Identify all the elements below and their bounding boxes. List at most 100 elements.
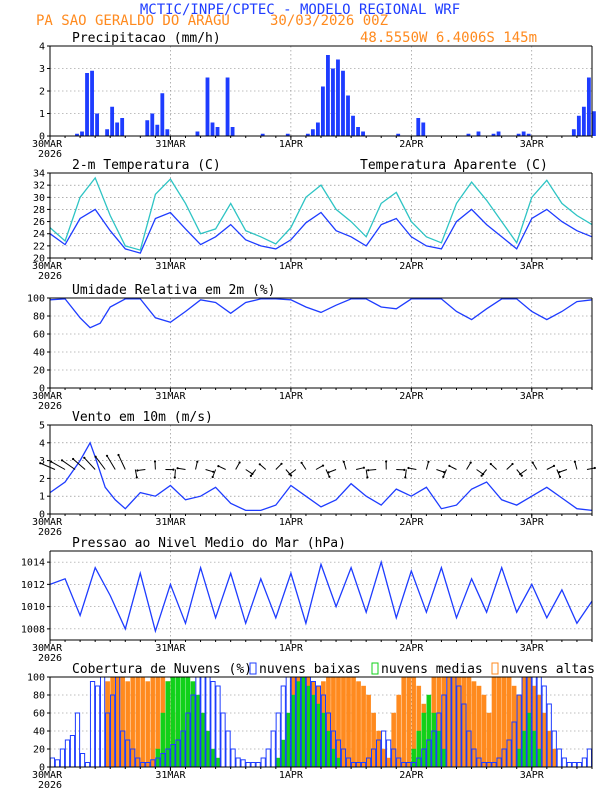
cloud-bar-nuvens-medias [200, 712, 206, 768]
cloud-bar-nuvens-altas [376, 730, 381, 768]
precip-bar [195, 131, 200, 136]
cloud-bar-nuvens-medias [526, 712, 532, 768]
wind-arrow [315, 465, 324, 470]
cloud-bar-nuvens-medias [336, 757, 341, 768]
cloud-bar-nuvens-altas [501, 676, 507, 768]
cloud-bar-nuvens-baixas [255, 762, 261, 768]
cloud-bar-nuvens-altas [145, 681, 151, 768]
x-tick-label: 1APR [279, 643, 304, 654]
cloud-bar-nuvens-altas [366, 694, 371, 768]
precip-bar [165, 129, 170, 136]
cloud-bar-nuvens-medias [180, 676, 186, 768]
wind-arrow [449, 465, 457, 470]
cloud-bar-nuvens-medias [416, 730, 422, 768]
wind-arrow [177, 467, 186, 470]
cloud-bar-nuvens-baixas [99, 676, 106, 768]
legend-swatch [371, 662, 379, 675]
cloud-bar-nuvens-altas [391, 712, 396, 768]
cloud-bar-nuvens-altas [396, 694, 401, 768]
wind-arrow-head [593, 466, 596, 470]
y-tick-label: 5 [39, 421, 45, 432]
cloud-bar-nuvens-altas [471, 681, 477, 768]
wind-arrow-head [442, 471, 446, 474]
wind-arrow [259, 463, 267, 470]
panel-wind: 01234530MAR31MAR1APR2APR3APR4APR5APR2026… [32, 410, 596, 538]
precip-bar [592, 111, 596, 136]
wind-arrow [245, 469, 253, 475]
precip-bar [466, 133, 471, 136]
cloud-bar-nuvens-altas [120, 676, 125, 768]
wind-arrow [106, 455, 116, 470]
y-tick-label: 1010 [21, 602, 45, 613]
x-year-label: 2026 [38, 401, 62, 412]
wind-arrow [289, 469, 297, 475]
precip-bar [215, 127, 220, 136]
y-tick-label: 1008 [21, 624, 45, 635]
cloud-bar-nuvens-altas [346, 676, 351, 768]
precip-bar [346, 95, 350, 136]
cloud-bar-nuvens-medias [190, 681, 196, 768]
precip-bar [90, 70, 94, 136]
wind-arrow [343, 461, 347, 470]
precip-bar [421, 122, 426, 136]
wind-arrow-head [172, 468, 175, 471]
cloud-bar-nuvens-altas [105, 681, 110, 768]
wind-arrow [481, 469, 487, 477]
y-tick-label: 1 [39, 492, 45, 503]
panel-title: Umidade Relativa em 2m (%) [72, 283, 276, 298]
wind-arrow-head [39, 462, 42, 465]
panel-title: Pressao ao Nivel Medio do Mar (hPa) [72, 536, 346, 551]
x-tick-label: 1APR [279, 391, 304, 402]
precip-bar [476, 131, 481, 136]
wind-arrow [235, 462, 241, 470]
x-tick-label: 30MAR [32, 770, 63, 781]
panel-pressure: 100810101012101430MAR31MAR1APR2APR3APR4A… [21, 536, 593, 664]
y-tick-label: 4 [39, 438, 45, 449]
wind-arrow-head [72, 457, 75, 461]
cloud-bar-nuvens-baixas [265, 748, 271, 768]
precip-bar [160, 93, 165, 136]
x-tick-label: 3APR [520, 770, 545, 781]
cloud-bar-nuvens-medias [306, 685, 311, 768]
precip-bar [260, 133, 265, 136]
x-tick-label: 3APR [520, 391, 545, 402]
wind-arrow-head [558, 475, 562, 478]
cloud-bar-nuvens-altas [451, 676, 457, 768]
cloud-bar-nuvens-altas [381, 748, 386, 768]
y-tick-label: 100 [27, 673, 45, 684]
y-tick-label: 32 [33, 181, 45, 192]
precip-bar [305, 133, 310, 136]
cloud-bar-nuvens-altas [551, 748, 557, 768]
cloud-bar-nuvens-baixas [250, 762, 256, 768]
x-tick-label: 30MAR [32, 139, 63, 150]
legend-label: nuvens medias [381, 662, 483, 677]
cloud-bar-nuvens-baixas [54, 759, 61, 768]
cloud-bar-nuvens-altas [476, 685, 482, 768]
wind-arrow [476, 469, 484, 475]
cloud-bar-nuvens-medias [536, 748, 542, 768]
wind-arrow-head [427, 460, 430, 463]
precip-bar [576, 115, 581, 136]
y-tick-label: 3 [39, 64, 45, 75]
y-tick-label: 3 [39, 456, 45, 467]
cloud-bar-nuvens-baixas [576, 762, 582, 768]
cloud-bar-nuvens-baixas [581, 757, 587, 768]
cloud-bar-nuvens-medias [290, 694, 296, 768]
cloud-bar-nuvens-altas [371, 712, 376, 768]
wind-arrow [72, 458, 86, 470]
x-tick-label: 3APR [520, 517, 545, 528]
wind-arrow-head [448, 464, 451, 467]
precip-bar [586, 77, 591, 136]
cloud-bar-nuvens-baixas [556, 748, 562, 768]
cloud-bar-nuvens-medias [285, 712, 291, 768]
header-coords: 48.5550W 6.4006S 145m [360, 30, 537, 46]
cloud-bar-nuvens-medias [531, 730, 537, 768]
wind-arrow [325, 469, 330, 478]
wind-arrow [506, 463, 513, 470]
x-year-label: 2026 [38, 271, 62, 282]
wind-arrow-head [212, 470, 215, 473]
x-tick-label: 30MAR [32, 391, 63, 402]
cloud-bar-nuvens-altas [496, 676, 502, 768]
wind-arrow [137, 469, 146, 471]
